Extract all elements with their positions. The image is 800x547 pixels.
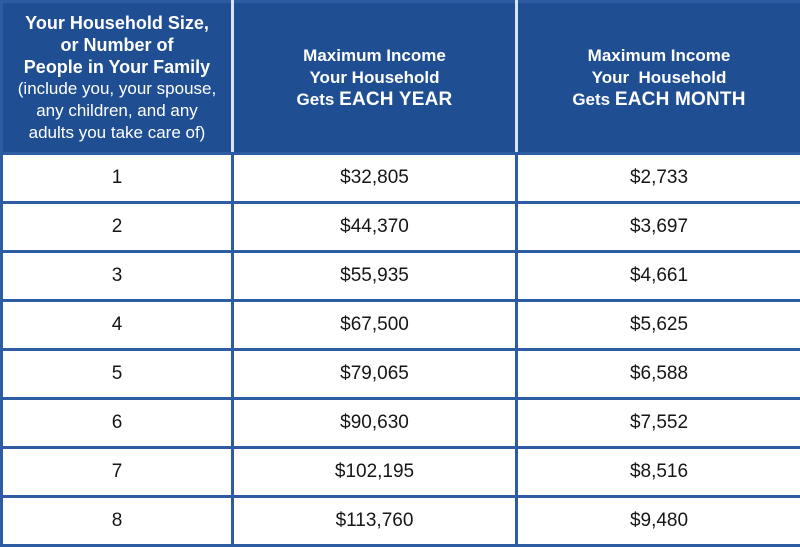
cell-yearly-income: $44,370 <box>233 203 517 252</box>
cell-monthly-income: $9,480 <box>517 497 800 546</box>
cell-yearly-income: $55,935 <box>233 252 517 301</box>
cell-monthly-income: $8,516 <box>517 448 800 497</box>
header-year-line3-emphasis: EACH YEAR <box>339 89 452 110</box>
header-month-line3-emphasis: EACH MONTH <box>615 89 746 110</box>
cell-household-size: 3 <box>2 252 233 301</box>
cell-yearly-income: $102,195 <box>233 448 517 497</box>
header-year-line3-prefix: Gets <box>297 90 335 109</box>
header-month-line3: Gets EACH MONTH <box>524 89 794 111</box>
cell-household-size: 7 <box>2 448 233 497</box>
header-size-line3: People in Your Family <box>9 56 225 78</box>
header-size-note2: any children, and any <box>9 100 225 122</box>
table-row: 2 $44,370 $3,697 <box>2 203 800 252</box>
header-size-note1: (include you, your spouse, <box>9 78 225 100</box>
table-row: 1 $32,805 $2,733 <box>2 154 800 203</box>
cell-monthly-income: $3,697 <box>517 203 800 252</box>
header-size-line1: Your Household Size, <box>9 12 225 34</box>
cell-household-size: 1 <box>2 154 233 203</box>
header-row: Your Household Size, or Number of People… <box>2 2 800 154</box>
table-row: 6 $90,630 $7,552 <box>2 399 800 448</box>
table-row: 7 $102,195 $8,516 <box>2 448 800 497</box>
header-size-line2: or Number of <box>9 34 225 56</box>
header-monthly-income: Maximum Income Your Household Gets EACH M… <box>517 2 800 154</box>
header-household-size: Your Household Size, or Number of People… <box>2 2 233 154</box>
cell-monthly-income: $7,552 <box>517 399 800 448</box>
cell-household-size: 6 <box>2 399 233 448</box>
header-year-line2: Your Household <box>240 67 509 89</box>
table-row: 3 $55,935 $4,661 <box>2 252 800 301</box>
cell-yearly-income: $79,065 <box>233 350 517 399</box>
cell-monthly-income: $5,625 <box>517 301 800 350</box>
cell-household-size: 8 <box>2 497 233 546</box>
cell-monthly-income: $2,733 <box>517 154 800 203</box>
cell-yearly-income: $113,760 <box>233 497 517 546</box>
cell-yearly-income: $32,805 <box>233 154 517 203</box>
cell-yearly-income: $67,500 <box>233 301 517 350</box>
header-month-line2: Your Household <box>524 67 794 89</box>
table-row: 8 $113,760 $9,480 <box>2 497 800 546</box>
cell-household-size: 2 <box>2 203 233 252</box>
cell-monthly-income: $6,588 <box>517 350 800 399</box>
cell-household-size: 4 <box>2 301 233 350</box>
cell-household-size: 5 <box>2 350 233 399</box>
header-month-line3-prefix: Gets <box>572 90 610 109</box>
table-row: 5 $79,065 $6,588 <box>2 350 800 399</box>
header-size-note3: adults you take care of) <box>9 122 225 144</box>
header-month-line1: Maximum Income <box>524 45 794 67</box>
cell-monthly-income: $4,661 <box>517 252 800 301</box>
table-row: 4 $67,500 $5,625 <box>2 301 800 350</box>
header-year-line1: Maximum Income <box>240 45 509 67</box>
cell-yearly-income: $90,630 <box>233 399 517 448</box>
